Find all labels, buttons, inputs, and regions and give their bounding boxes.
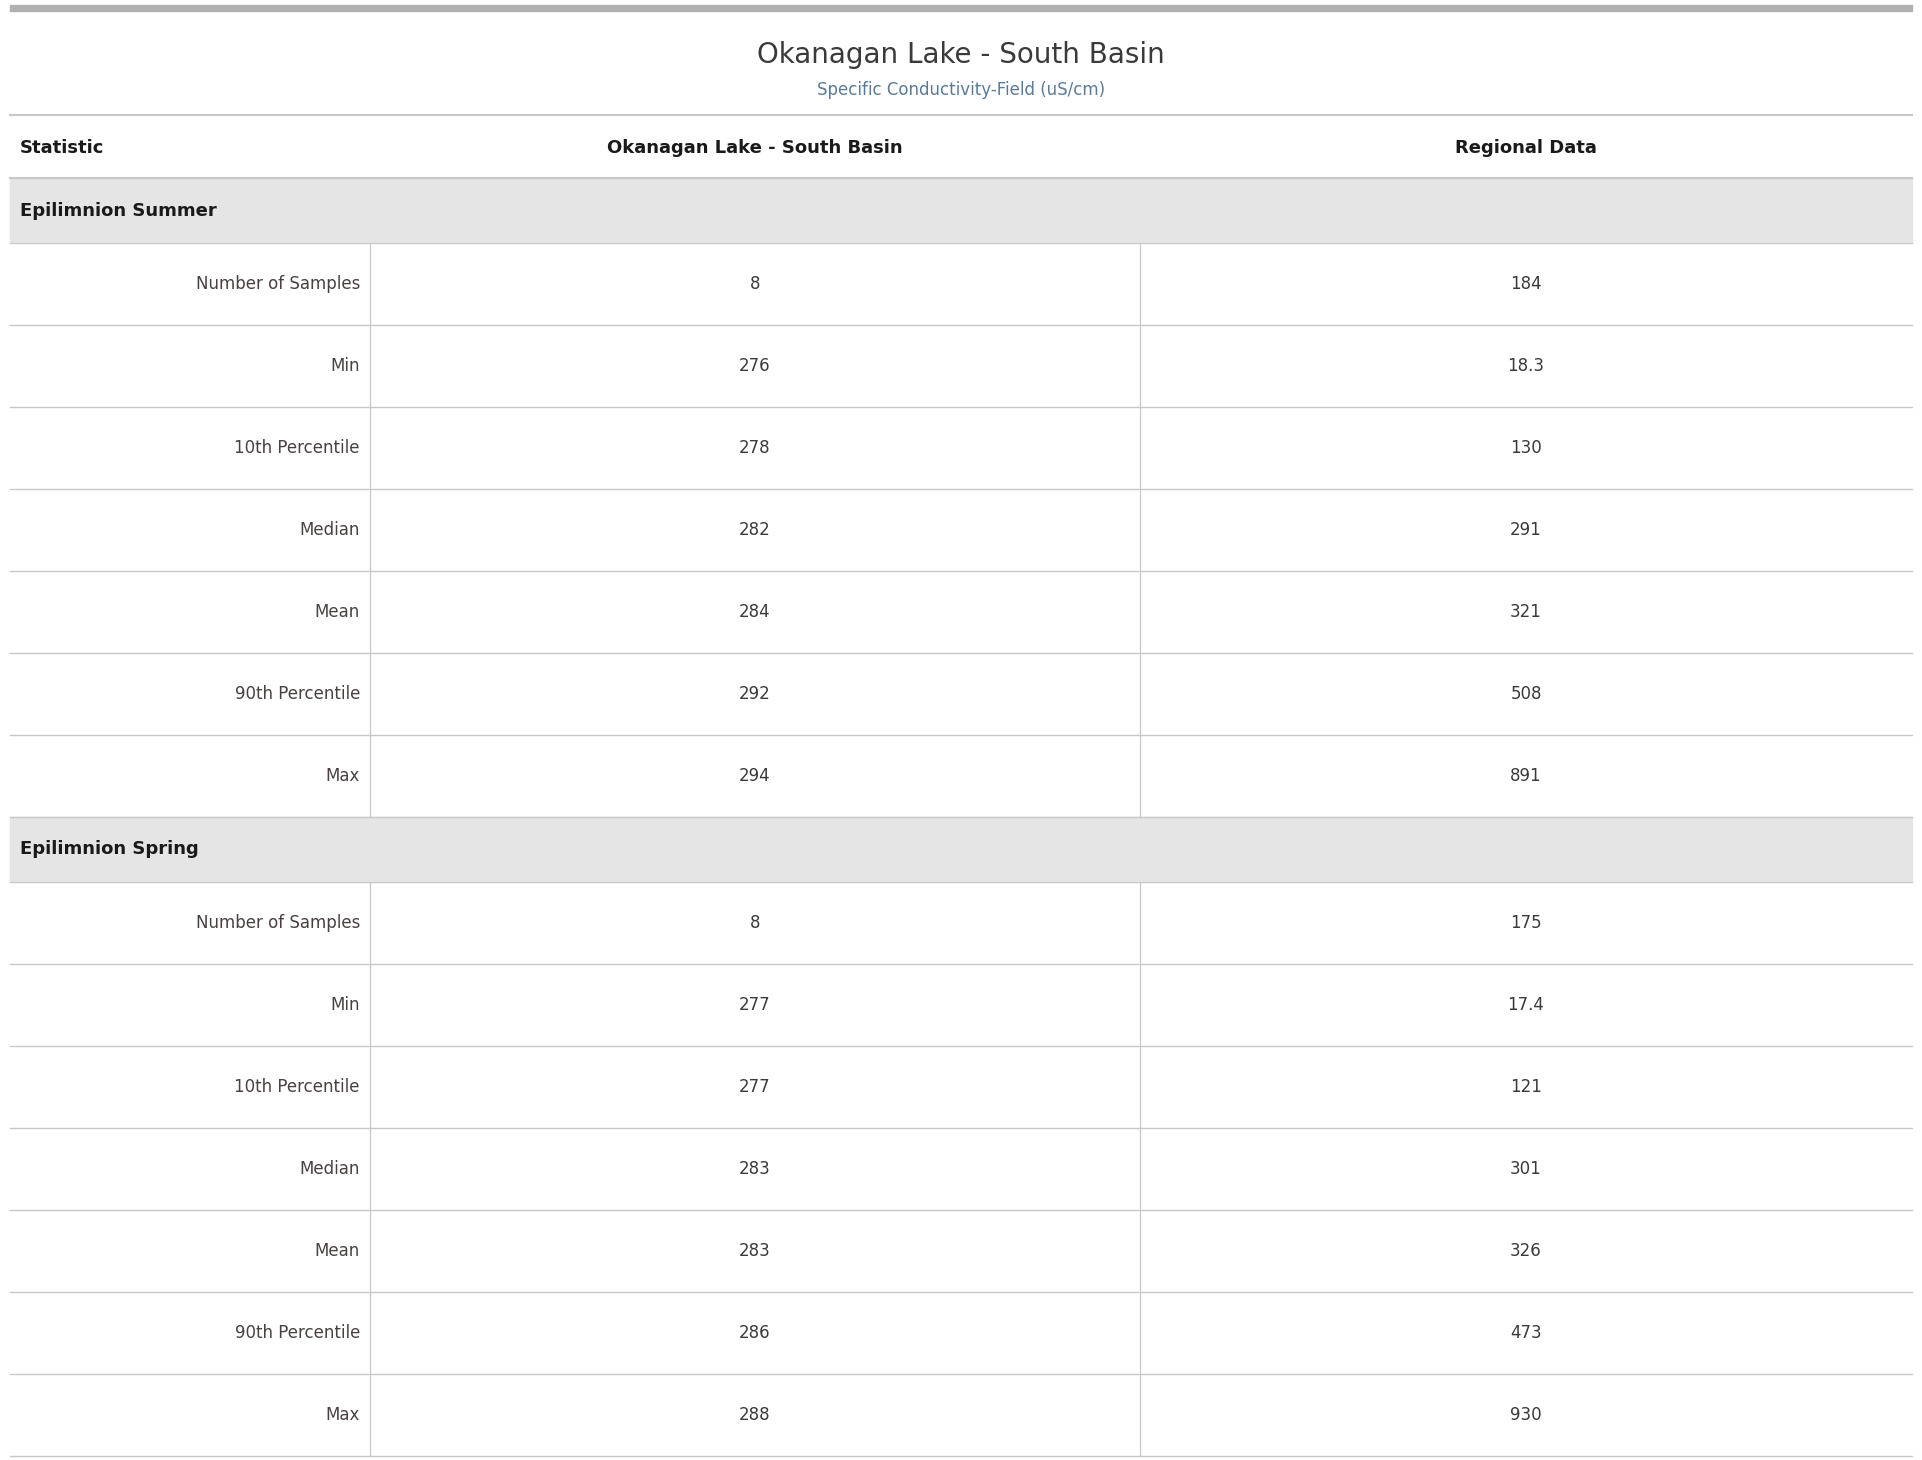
Text: 321: 321 xyxy=(1511,603,1541,620)
Text: Median: Median xyxy=(300,1161,359,1178)
Bar xyxy=(10,571,1912,653)
Text: Epilimnion Summer: Epilimnion Summer xyxy=(19,201,217,219)
Bar xyxy=(10,1129,1912,1210)
Text: 130: 130 xyxy=(1511,439,1541,457)
Text: Min: Min xyxy=(331,996,359,1015)
Text: 283: 283 xyxy=(740,1242,771,1260)
Text: 90th Percentile: 90th Percentile xyxy=(234,685,359,704)
Text: 284: 284 xyxy=(740,603,771,620)
Text: 930: 930 xyxy=(1511,1406,1541,1424)
Text: Median: Median xyxy=(300,521,359,539)
Text: 891: 891 xyxy=(1511,766,1541,785)
Bar xyxy=(10,653,1912,734)
Text: Number of Samples: Number of Samples xyxy=(196,914,359,931)
Text: 10th Percentile: 10th Percentile xyxy=(234,439,359,457)
Bar xyxy=(10,882,1912,964)
Text: 278: 278 xyxy=(740,439,771,457)
Text: Max: Max xyxy=(325,1406,359,1424)
Text: Specific Conductivity-Field (uS/cm): Specific Conductivity-Field (uS/cm) xyxy=(817,80,1105,99)
Text: 286: 286 xyxy=(740,1324,771,1342)
Bar xyxy=(10,489,1912,571)
Bar xyxy=(10,407,1912,489)
Text: 17.4: 17.4 xyxy=(1507,996,1545,1015)
Text: Number of Samples: Number of Samples xyxy=(196,274,359,293)
Bar xyxy=(10,1374,1912,1456)
Text: 508: 508 xyxy=(1511,685,1541,704)
Text: 277: 277 xyxy=(740,996,771,1015)
Bar xyxy=(10,1292,1912,1374)
Text: 326: 326 xyxy=(1511,1242,1541,1260)
Text: Mean: Mean xyxy=(315,603,359,620)
Bar xyxy=(10,1210,1912,1292)
Text: 277: 277 xyxy=(740,1077,771,1096)
Bar xyxy=(10,964,1912,1045)
Text: 292: 292 xyxy=(740,685,771,704)
Bar xyxy=(10,1045,1912,1129)
Bar xyxy=(10,178,1912,242)
Text: 8: 8 xyxy=(750,274,761,293)
Text: 288: 288 xyxy=(740,1406,771,1424)
Text: Epilimnion Spring: Epilimnion Spring xyxy=(19,841,198,858)
Text: 301: 301 xyxy=(1511,1161,1541,1178)
Text: 175: 175 xyxy=(1511,914,1541,931)
Text: Regional Data: Regional Data xyxy=(1455,139,1597,158)
Bar xyxy=(10,4,1912,12)
Text: 276: 276 xyxy=(740,358,771,375)
Text: Max: Max xyxy=(325,766,359,785)
Text: Statistic: Statistic xyxy=(19,139,104,158)
Text: 184: 184 xyxy=(1511,274,1541,293)
Text: 473: 473 xyxy=(1511,1324,1541,1342)
Text: 291: 291 xyxy=(1511,521,1541,539)
Text: 10th Percentile: 10th Percentile xyxy=(234,1077,359,1096)
Text: Mean: Mean xyxy=(315,1242,359,1260)
Bar xyxy=(10,326,1912,407)
Bar xyxy=(10,734,1912,818)
Text: 8: 8 xyxy=(750,914,761,931)
Text: 294: 294 xyxy=(740,766,771,785)
Bar xyxy=(10,818,1912,882)
Bar xyxy=(10,242,1912,326)
Text: 90th Percentile: 90th Percentile xyxy=(234,1324,359,1342)
Text: 18.3: 18.3 xyxy=(1507,358,1545,375)
Text: Okanagan Lake - South Basin: Okanagan Lake - South Basin xyxy=(607,139,903,158)
Text: Okanagan Lake - South Basin: Okanagan Lake - South Basin xyxy=(757,41,1165,69)
Text: 121: 121 xyxy=(1511,1077,1541,1096)
Text: 282: 282 xyxy=(740,521,771,539)
Text: Min: Min xyxy=(331,358,359,375)
Text: 283: 283 xyxy=(740,1161,771,1178)
